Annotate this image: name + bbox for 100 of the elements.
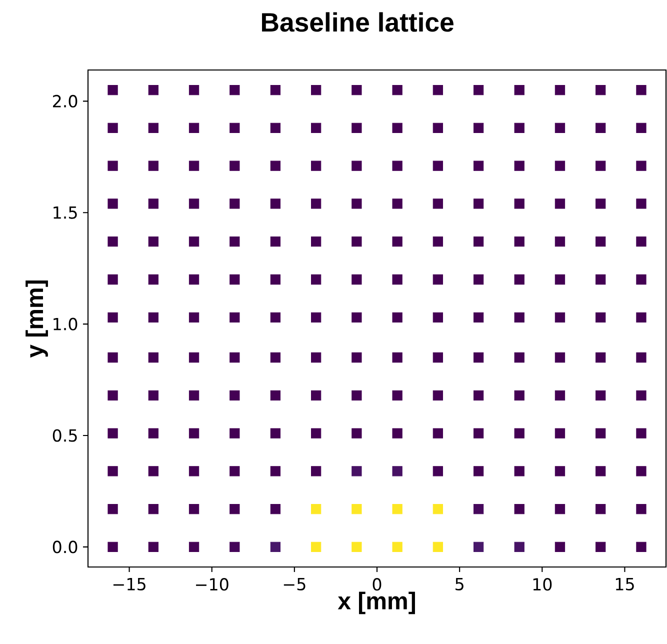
point — [432, 390, 444, 400]
point — [230, 84, 240, 96]
point — [596, 504, 606, 514]
point — [108, 542, 118, 552]
point — [392, 122, 402, 134]
point — [474, 160, 484, 171]
point — [352, 236, 362, 247]
point — [392, 312, 402, 322]
point — [311, 84, 322, 96]
point — [554, 122, 566, 134]
point — [311, 466, 322, 476]
point — [432, 122, 444, 134]
point — [188, 122, 200, 134]
point — [474, 198, 484, 209]
point — [311, 352, 322, 363]
point — [270, 198, 281, 209]
point — [188, 84, 200, 96]
point — [432, 160, 444, 171]
point — [514, 504, 524, 514]
point — [554, 390, 566, 400]
point — [352, 428, 362, 438]
y-tick-label: 1.5 — [54, 206, 77, 219]
point — [148, 122, 158, 134]
point — [474, 504, 484, 514]
point — [392, 428, 402, 438]
point — [148, 236, 158, 247]
point — [392, 274, 402, 285]
point — [352, 312, 362, 322]
point — [352, 122, 362, 134]
point — [554, 466, 566, 476]
point — [554, 428, 566, 438]
point — [636, 466, 646, 476]
point — [108, 236, 118, 247]
point — [392, 160, 402, 171]
point — [188, 160, 200, 171]
point — [270, 236, 281, 247]
x-tick-label: 10 — [533, 578, 552, 591]
point — [596, 160, 606, 171]
point — [432, 274, 444, 285]
point — [352, 198, 362, 209]
point — [188, 236, 200, 247]
point — [636, 160, 646, 171]
y-tick-label: 2.0 — [53, 94, 78, 108]
point — [311, 312, 322, 322]
point — [554, 274, 566, 285]
point — [230, 504, 240, 514]
point — [270, 84, 281, 96]
point — [188, 352, 200, 363]
point — [474, 274, 484, 285]
point — [474, 312, 484, 322]
point — [432, 352, 444, 363]
point — [596, 198, 606, 209]
point — [392, 466, 402, 476]
point — [311, 160, 322, 171]
point — [636, 504, 646, 514]
point — [311, 274, 322, 285]
point — [148, 84, 158, 96]
point — [636, 84, 646, 96]
point — [311, 122, 322, 134]
point — [596, 352, 606, 363]
point — [636, 352, 646, 363]
point — [636, 274, 646, 285]
point — [311, 428, 322, 438]
point — [230, 198, 240, 209]
point — [392, 84, 402, 96]
point — [636, 312, 646, 322]
point — [148, 428, 158, 438]
x-tick-label: 0 — [372, 578, 382, 591]
point — [636, 542, 646, 552]
point — [432, 428, 444, 438]
x-tick-label: 5 — [456, 578, 464, 590]
point — [474, 466, 484, 476]
point — [270, 122, 281, 134]
point — [352, 352, 362, 363]
point — [432, 542, 444, 552]
point — [392, 390, 402, 400]
point — [148, 542, 158, 552]
point — [311, 504, 322, 514]
point — [148, 466, 158, 476]
y-tick-label: 0.0 — [52, 540, 78, 554]
point — [230, 390, 240, 400]
point — [596, 274, 606, 285]
point — [311, 390, 322, 400]
point — [596, 122, 606, 134]
point — [352, 542, 362, 552]
point — [596, 466, 606, 476]
point — [188, 198, 200, 209]
point — [432, 236, 444, 247]
point — [554, 542, 566, 552]
point — [474, 122, 484, 134]
point — [596, 428, 606, 438]
point — [596, 84, 606, 96]
point — [432, 84, 444, 96]
point — [148, 198, 158, 209]
point — [108, 428, 118, 438]
point — [352, 504, 362, 514]
point — [596, 236, 606, 247]
point — [230, 160, 240, 171]
point — [270, 390, 281, 400]
point — [230, 352, 240, 363]
